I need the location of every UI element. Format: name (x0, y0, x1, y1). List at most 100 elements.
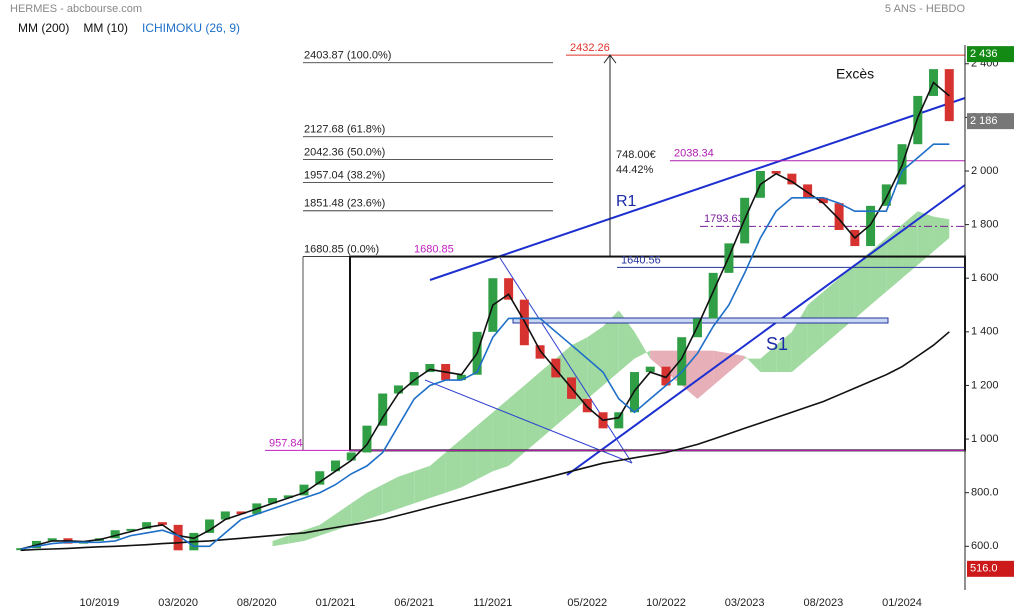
candle (677, 337, 687, 386)
ichimoku-cloud (776, 331, 792, 373)
ichimoku-cloud (335, 503, 352, 531)
ichimoku-cloud (366, 484, 383, 520)
channel-line (424, 379, 633, 464)
s1-label: S1 (766, 334, 788, 354)
ichimoku-cloud (728, 353, 745, 373)
cloud-layer (272, 211, 950, 547)
level-label: 1680.85 (414, 243, 454, 255)
legend-entry: MM (10) (83, 21, 128, 35)
ichimoku-cloud (933, 216, 950, 252)
ichimoku-cloud (823, 278, 840, 346)
ichimoku-cloud (634, 331, 651, 359)
x-tick-label: 01/2024 (882, 597, 922, 609)
fib-label: 2403.87 (100.0%) (304, 50, 391, 62)
trendline-r1 (429, 97, 966, 281)
candles-layer (16, 69, 954, 552)
price-marker-label: 2 186 (970, 115, 998, 127)
candle (803, 184, 813, 198)
ichimoku-cloud (492, 398, 509, 472)
y-tick-label: 1 600 (971, 272, 999, 284)
ichimoku-cloud (288, 530, 305, 544)
y-tick-label: 600.0 (971, 540, 999, 552)
price-marker (967, 560, 1014, 577)
ichimoku-cloud (351, 492, 367, 525)
candle (362, 425, 372, 453)
ichimoku-cloud (304, 524, 320, 541)
ichimoku-cloud (791, 305, 808, 373)
ichimoku-cloud (429, 452, 446, 499)
level-label: 2432.26 (570, 42, 610, 54)
fib-label: 1851.48 (23.6%) (304, 198, 385, 210)
candle (205, 519, 215, 533)
ichimoku-cloud (445, 439, 462, 493)
candle (110, 530, 120, 539)
arrow-head (603, 54, 617, 64)
x-tick-label: 06/2021 (394, 597, 434, 609)
candle (834, 203, 844, 230)
fib-label: 1680.85 (0.0%) (304, 243, 379, 255)
candle (771, 170, 781, 174)
ichimoku-cloud (272, 535, 289, 547)
price-marker (967, 46, 1014, 63)
candle (881, 184, 891, 206)
candle (157, 522, 167, 525)
candle (236, 511, 246, 515)
candle (866, 205, 876, 247)
ichimoku-cloud (524, 372, 541, 453)
candle (582, 398, 592, 413)
level-label: 1793.63 (704, 213, 744, 225)
ichimoku-cloud (807, 291, 824, 359)
ichimoku-cloud (603, 310, 619, 386)
candle (346, 452, 356, 461)
price-marker (967, 113, 1014, 130)
candle (708, 272, 718, 319)
ichimoku-cloud (540, 358, 556, 440)
ichimoku-cloud (854, 251, 871, 319)
ichimoku-cloud (587, 326, 604, 399)
candle (409, 372, 419, 386)
candle (268, 498, 278, 504)
candle (315, 471, 325, 485)
y-tick-label: 800.0 (971, 487, 999, 499)
x-tick-label: 08/2023 (803, 597, 843, 609)
candle (818, 197, 828, 204)
fib-label: 2042.36 (50.0%) (304, 147, 385, 159)
r1-label: R1 (616, 193, 637, 210)
move-label: 748.00€ (616, 149, 656, 161)
candle (142, 522, 152, 529)
price-marker-label: 516.0 (970, 563, 998, 575)
x-tick-label: 05/2022 (567, 597, 607, 609)
candle (173, 524, 183, 551)
x-tick-label: 08/2020 (237, 597, 277, 609)
ichimoku-cloud (414, 465, 430, 504)
move-label: 44.42% (616, 164, 654, 176)
ichimoku-cloud (839, 264, 855, 332)
ichimoku-cloud (477, 412, 493, 480)
candle (393, 385, 403, 394)
chart-subtitle: 5 ANS - HEBDO (885, 3, 966, 15)
ichimoku-cloud (618, 310, 635, 373)
annotation-layer: R1 S1 Excès 748.00€ 44.42% 600.0 800.0 1 0… (18, 21, 1014, 609)
legend-entry: MM (200) (18, 21, 69, 35)
ichimoku-cloud (760, 345, 777, 373)
candle (425, 364, 435, 373)
fib-label: 2127.68 (61.8%) (304, 124, 385, 136)
candle (126, 528, 136, 531)
chart-title: HERMES - abcbourse.com (10, 3, 142, 15)
ichimoku-cloud (744, 355, 761, 373)
x-tick-label: 10/2022 (646, 597, 686, 609)
legend-entry: ICHIMOKU (26, 9) (142, 21, 240, 35)
x-tick-label: 01/2021 (316, 597, 356, 609)
channel-line (499, 257, 633, 464)
y-tick-label: 1 200 (971, 379, 999, 391)
candle (220, 511, 230, 520)
ichimoku-cloud (870, 238, 887, 306)
candle (614, 412, 624, 429)
y-tick-label: 1 400 (971, 326, 999, 338)
price-marker-label: 2 436 (970, 48, 998, 60)
ichimoku-cloud (461, 425, 478, 488)
candle (283, 495, 293, 499)
x-tick-label: 11/2021 (473, 597, 512, 609)
ichimoku-cloud (319, 514, 336, 536)
ichimoku-cloud (382, 476, 399, 515)
